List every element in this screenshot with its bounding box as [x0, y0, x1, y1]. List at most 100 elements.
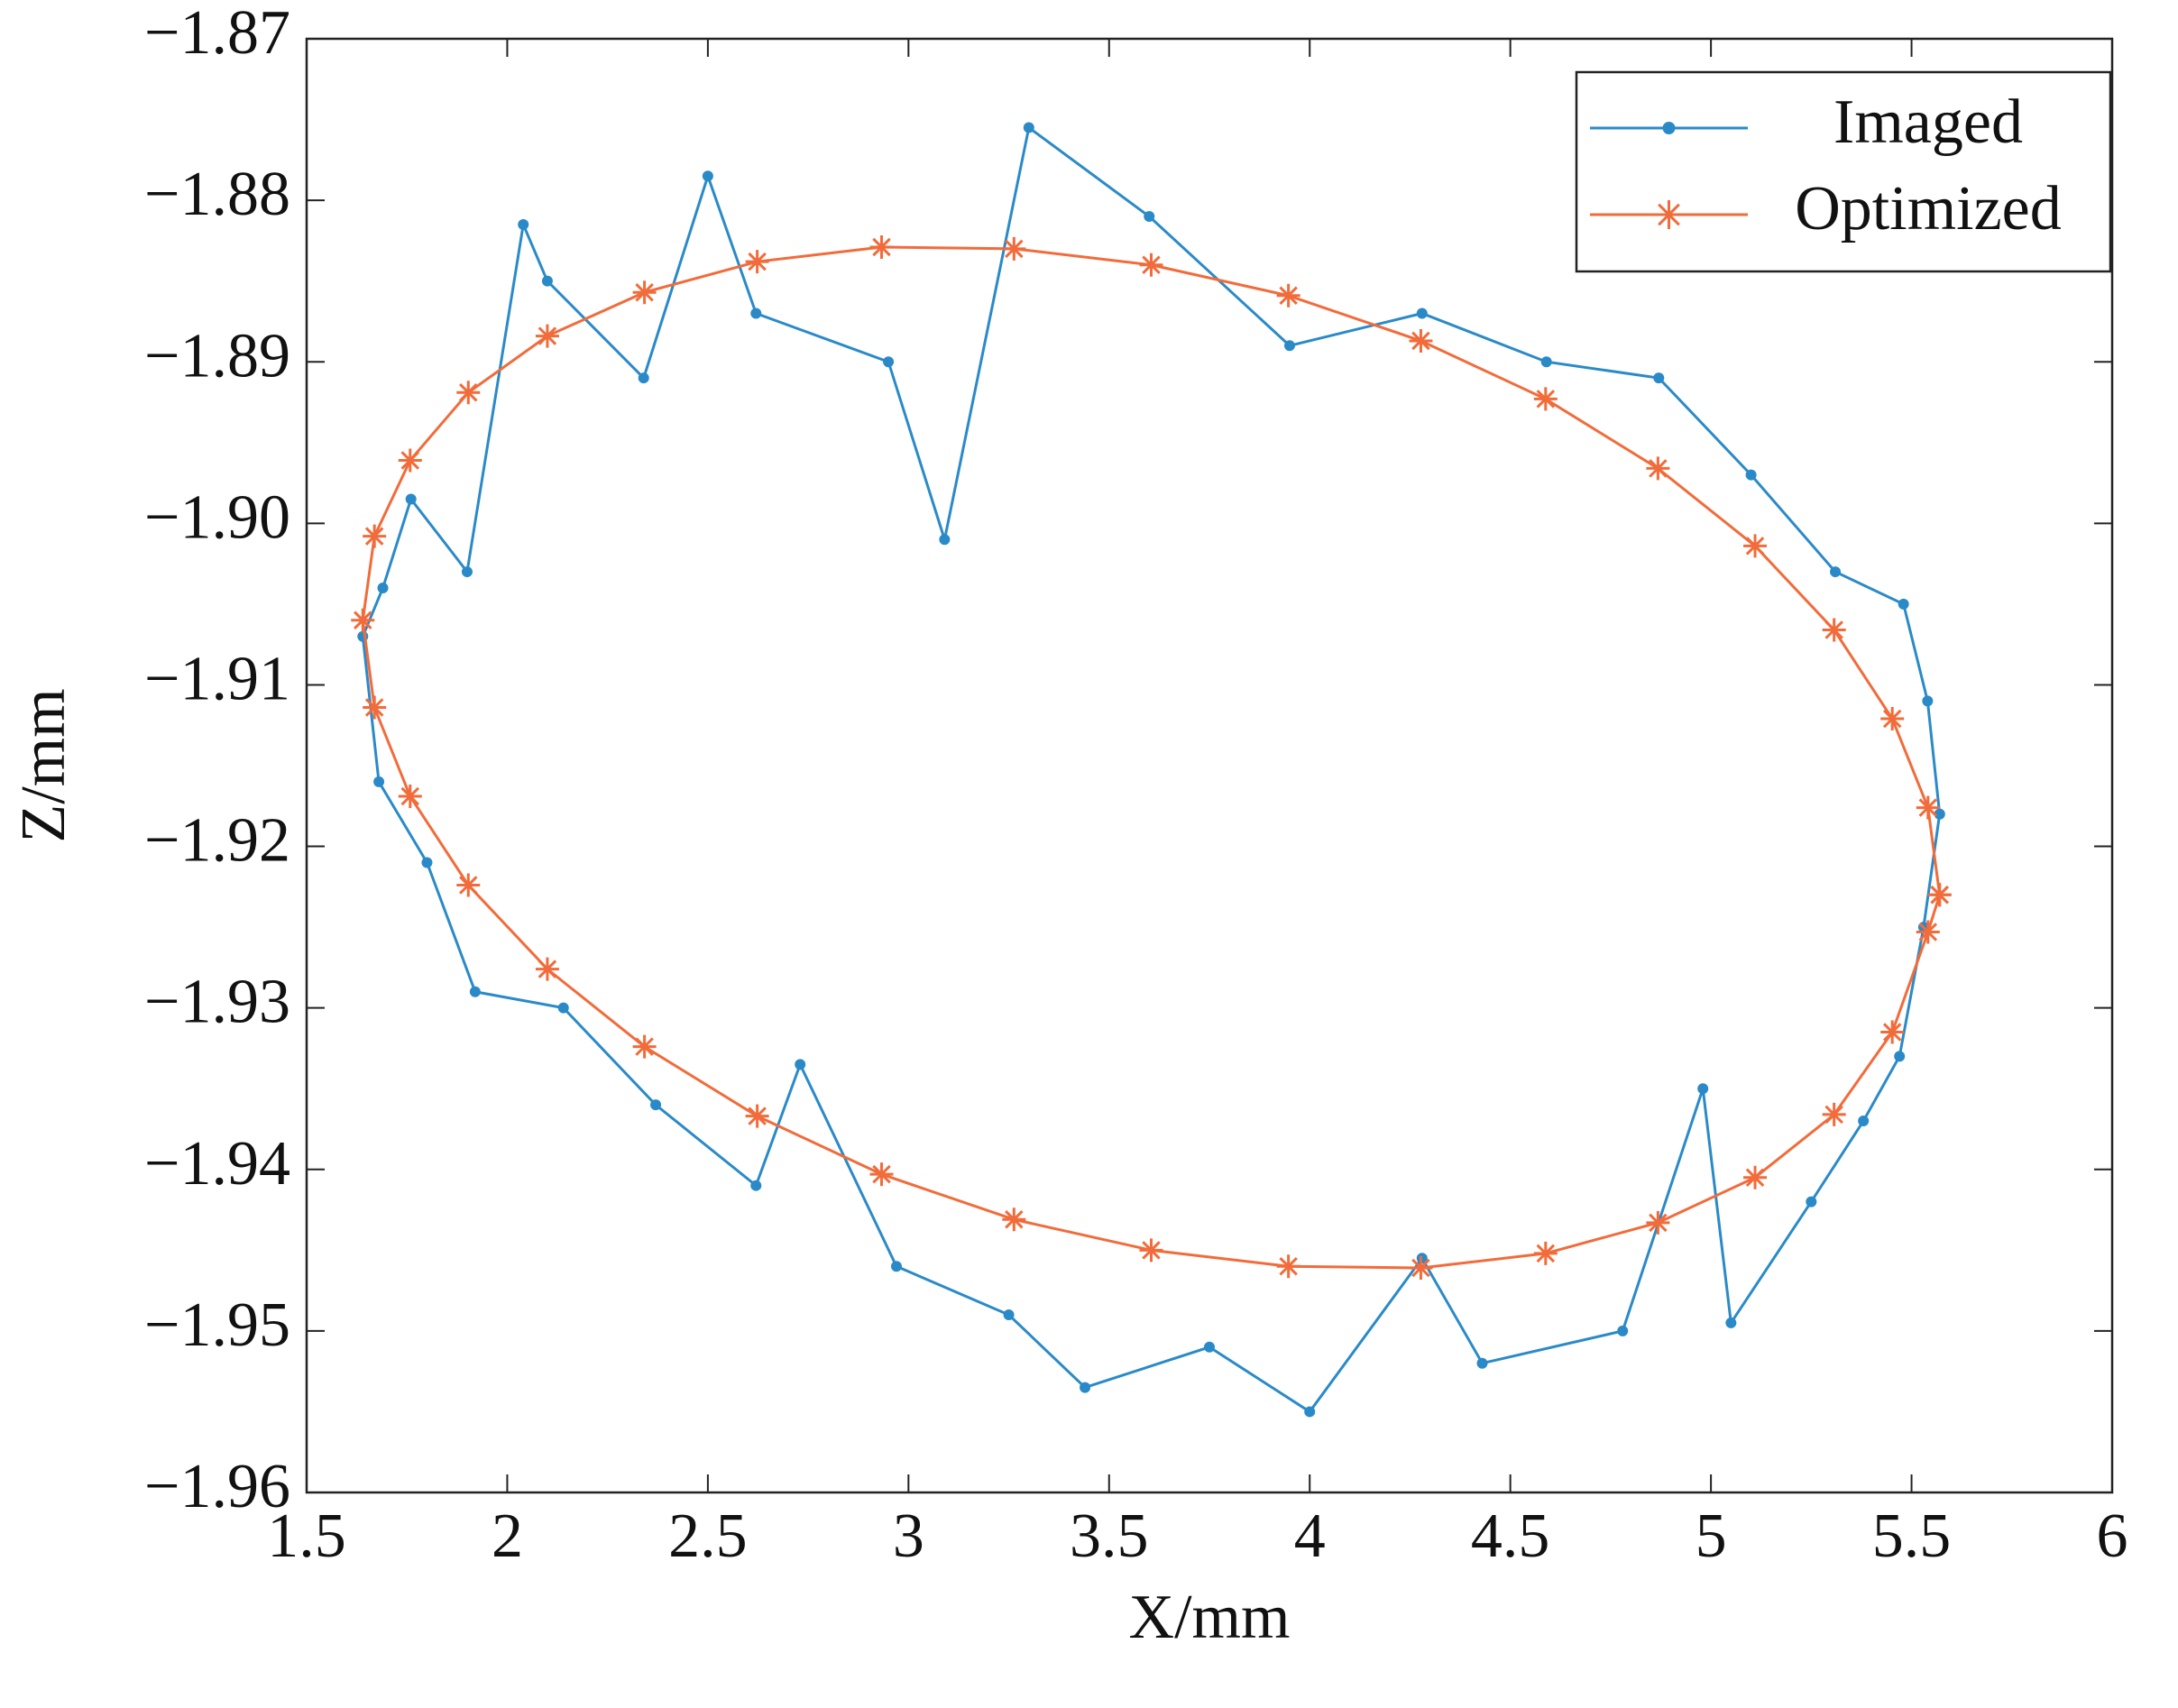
- data-point: [750, 1180, 762, 1191]
- data-point: [1144, 211, 1155, 223]
- x-tick-label: 4: [1294, 1501, 1326, 1571]
- data-point: [1697, 1083, 1709, 1095]
- data-point: [1806, 1196, 1817, 1208]
- legend-label: Imaged: [1833, 87, 2023, 157]
- y-tick-label: −1.87: [144, 0, 290, 68]
- y-tick-label: −1.90: [144, 482, 290, 552]
- data-point: [1023, 122, 1034, 133]
- data-point: [1646, 1210, 1670, 1235]
- data-point: [1139, 1238, 1163, 1263]
- y-tick-label: −1.93: [144, 968, 290, 1037]
- data-point: [1822, 618, 1846, 642]
- data-point: [1304, 1406, 1316, 1418]
- data-point: [890, 1261, 902, 1272]
- data-point: [398, 785, 422, 809]
- data-point: [638, 372, 649, 384]
- data-point: [535, 957, 559, 981]
- data-point: [1080, 1382, 1091, 1393]
- legend-marker: [1654, 200, 1684, 229]
- x-tick-label: 6: [2097, 1501, 2128, 1571]
- x-tick-label: 3: [893, 1501, 924, 1571]
- data-point: [557, 1002, 569, 1014]
- data-point: [535, 324, 559, 348]
- y-tick-label: −1.95: [144, 1290, 290, 1360]
- data-point: [1725, 1317, 1737, 1328]
- data-point: [363, 695, 387, 720]
- x-tick-label: 5: [1696, 1501, 1727, 1571]
- y-tick-label: −1.92: [144, 806, 290, 876]
- data-point: [1617, 1325, 1629, 1336]
- data-point: [1002, 1208, 1026, 1232]
- data-point: [1276, 283, 1300, 308]
- data-point: [1922, 695, 1934, 707]
- data-point: [1822, 1102, 1846, 1126]
- data-point: [1409, 328, 1433, 353]
- data-point: [702, 170, 713, 182]
- data-point: [1927, 883, 1952, 907]
- data-point: [1743, 534, 1768, 558]
- y-axis-label: Z/mm: [9, 688, 78, 842]
- data-point: [1204, 1341, 1215, 1353]
- data-point: [750, 308, 762, 319]
- data-point: [1283, 340, 1295, 352]
- data-point: [1894, 1051, 1906, 1062]
- data-point: [1276, 1254, 1300, 1279]
- data-point: [1858, 1116, 1870, 1127]
- x-tick-label: 2.5: [668, 1501, 748, 1571]
- data-point: [745, 250, 769, 274]
- data-point: [1745, 469, 1757, 481]
- y-tick-label: −1.88: [144, 160, 290, 229]
- data-point: [518, 218, 529, 230]
- data-point: [632, 280, 657, 305]
- data-point: [632, 1034, 657, 1059]
- data-point: [650, 1099, 662, 1111]
- data-point: [421, 857, 433, 868]
- data-point: [1743, 1165, 1768, 1189]
- data-point: [456, 381, 481, 405]
- data-point: [1898, 598, 1909, 610]
- data-point: [1880, 707, 1905, 731]
- data-point: [1476, 1357, 1488, 1369]
- data-point: [405, 493, 417, 505]
- legend-marker: [1662, 122, 1676, 134]
- series-line: [361, 124, 1942, 1414]
- y-tick-label: −1.89: [144, 321, 290, 390]
- series-line: [361, 245, 1942, 1270]
- data-point: [1830, 566, 1842, 578]
- data-point: [377, 582, 389, 593]
- data-point: [1880, 1020, 1905, 1044]
- data-point: [541, 275, 553, 287]
- data-point: [869, 235, 894, 260]
- data-point: [363, 524, 387, 548]
- legend-box: [1575, 70, 2112, 273]
- x-tick-label: 1.5: [267, 1501, 346, 1571]
- x-tick-label: 4.5: [1471, 1501, 1550, 1571]
- plot-frame: [305, 37, 2114, 1494]
- y-tick-label: −1.96: [144, 1452, 290, 1521]
- data-point: [745, 1104, 769, 1128]
- data-point: [883, 356, 895, 368]
- x-tick-label: 3.5: [1070, 1501, 1149, 1571]
- x-tick-label: 2: [492, 1501, 523, 1571]
- data-point: [456, 873, 481, 897]
- data-point: [1916, 920, 1940, 944]
- data-point: [1416, 308, 1428, 319]
- data-point: [939, 534, 951, 546]
- x-tick-label: 5.5: [1872, 1501, 1952, 1571]
- data-point: [1934, 808, 1945, 820]
- data-point: [1533, 387, 1558, 411]
- data-point: [795, 1059, 806, 1070]
- data-point: [469, 986, 481, 997]
- data-point: [461, 566, 473, 578]
- y-tick-label: −1.94: [144, 1129, 290, 1198]
- data-point: [1653, 372, 1665, 384]
- data-point: [1533, 1241, 1558, 1265]
- legend-label: Optimized: [1795, 174, 2061, 243]
- data-point: [398, 448, 422, 473]
- data-point: [1003, 1309, 1015, 1320]
- data-point: [373, 776, 385, 787]
- x-axis-label: X/mm: [1129, 1583, 1291, 1652]
- data-point: [1540, 356, 1552, 368]
- data-point: [1409, 1256, 1433, 1281]
- data-point: [869, 1162, 894, 1187]
